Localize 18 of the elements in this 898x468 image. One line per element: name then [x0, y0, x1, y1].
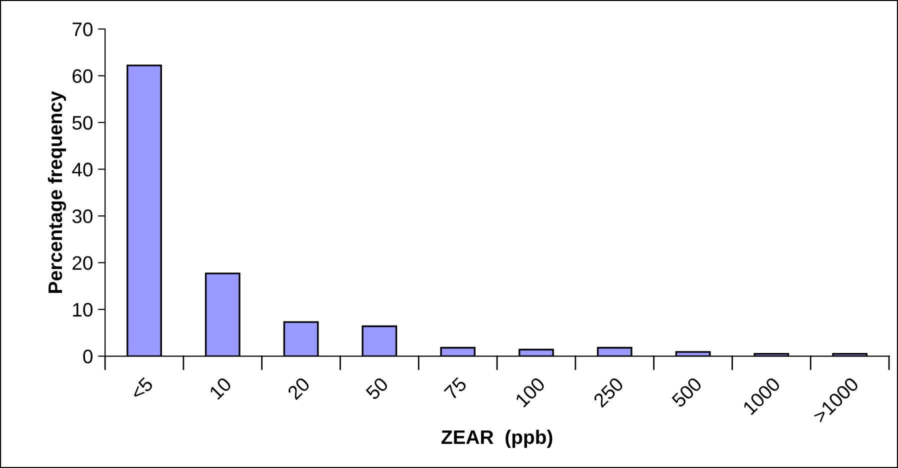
y-tick-label: 30	[72, 209, 92, 224]
x-tick-label: 100	[514, 376, 546, 408]
y-tick-label: 50	[72, 116, 92, 130]
y-tick-label: 10	[73, 302, 92, 317]
y-axis-title: Percentage frequency	[48, 91, 66, 293]
x-tick-label: 50	[365, 376, 390, 400]
y-tick-label: 60	[72, 69, 92, 83]
x-tick-label: 75	[444, 376, 468, 400]
y-tick-label: 20	[72, 256, 92, 270]
x-tick-label: 20	[286, 376, 311, 400]
x-tick-label: 10	[208, 376, 232, 400]
x-tick-label: <5	[130, 376, 154, 401]
y-tick-label: 70	[72, 22, 92, 36]
x-axis-title: ZEAR (ppb)	[441, 430, 552, 448]
x-tick-label: 500	[671, 376, 703, 408]
y-tick-label: 0	[83, 350, 92, 364]
x-tick-label: 250	[592, 376, 624, 408]
y-tick-label: 40	[72, 162, 92, 176]
